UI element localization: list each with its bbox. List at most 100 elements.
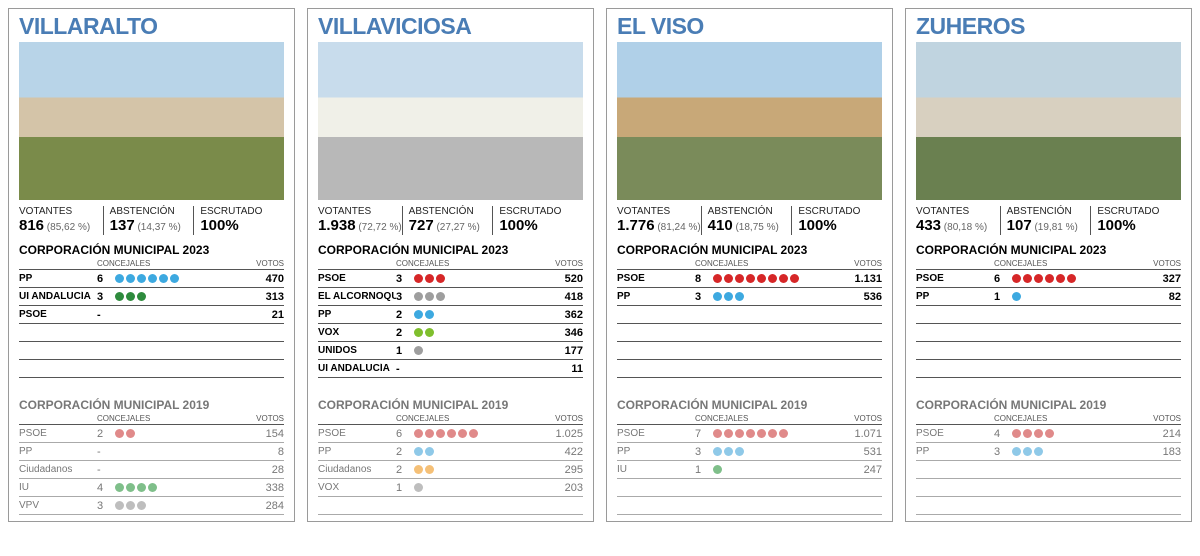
party-votes: 313 [234,291,284,303]
stat-value: 137 (14,37 %) [110,217,194,235]
councillor-dot [126,274,135,283]
party-name: PSOE [916,273,994,284]
table-header: CONCEJALESVOTOS [617,259,882,270]
party-dots [1012,429,1131,438]
party-name: Ciudadanos [19,464,97,475]
party-councillors: 2 [396,309,414,321]
party-dots [414,465,533,474]
header-votos: VOTOS [1131,414,1181,423]
stat-value: 1.938 (72,72 %) [318,217,402,235]
councillor-dot [425,292,434,301]
empty-row [19,360,284,378]
councillor-dot [137,292,146,301]
header-votos: VOTOS [1131,259,1181,268]
councillor-dot [1023,447,1032,456]
stat-label: VOTANTES [916,206,1000,217]
party-votes: 154 [234,428,284,440]
councillor-dot [1034,274,1043,283]
header-concejales: CONCEJALES [97,414,234,423]
escrutado-stat: ESCRUTADO100% [1090,206,1181,235]
party-row: PP-8 [19,443,284,461]
party-dots [414,328,533,337]
party-votes: 338 [234,482,284,494]
councillor-dot [1023,274,1032,283]
election-card: EL VISOVOTANTES1.776 (81,24 %)ABSTENCIÓN… [606,8,893,522]
party-councillors: - [97,464,115,476]
party-dots [1012,447,1131,456]
party-name: PSOE [19,309,97,320]
party-row: PP3536 [617,288,882,306]
party-row: PSOE71.071 [617,425,882,443]
councillor-dot [1045,429,1054,438]
party-name: UI ANDALUCÍA [318,363,396,374]
councillor-dot [724,274,733,283]
stat-value: 100% [499,217,583,235]
party-votes: 21 [234,309,284,321]
councillor-dot [746,429,755,438]
party-dots [713,465,832,474]
party-votes: 1.131 [832,273,882,285]
party-councillors: 6 [396,428,414,440]
cards-container: VILLARALTOVOTANTES816 (85,62 %)ABSTENCIÓ… [8,8,1192,522]
table-header: CONCEJALESVOTOS [916,259,1181,270]
election-card: ZUHEROSVOTANTES433 (80,18 %)ABSTENCIÓN10… [905,8,1192,522]
party-votes: 1.071 [832,428,882,440]
party-dots [713,292,832,301]
stat-label: ESCRUTADO [499,206,583,217]
councillor-dot [768,274,777,283]
stat-label: VOTANTES [19,206,103,217]
stat-value: 1.776 (81,24 %) [617,217,701,235]
party-votes: 327 [1131,273,1181,285]
party-name: VOX [318,482,396,493]
councillor-dot [469,429,478,438]
section-title-2023: CORPORACIÓN MUNICIPAL 2023 [318,243,583,257]
party-votes: 520 [533,273,583,285]
party-dots [414,447,533,456]
party-dots [1012,292,1131,301]
party-row: PP182 [916,288,1181,306]
party-name: EL ALCORNOQUE [318,291,396,302]
councillor-dot [148,274,157,283]
party-councillors: 1 [994,291,1012,303]
stat-value: 100% [200,217,284,235]
party-name: Ciudadanos [318,464,396,475]
councillor-dot [1034,429,1043,438]
party-votes: 183 [1131,446,1181,458]
party-votes: 11 [533,363,583,375]
party-row: Ciudadanos2295 [318,461,583,479]
party-row: UNIDOS1177 [318,342,583,360]
party-name: UNIDOS [318,345,396,356]
party-row: PSOE-21 [19,306,284,324]
party-councillors: - [97,446,115,458]
header-concejales: CONCEJALES [97,259,234,268]
councillor-dot [735,429,744,438]
header-votos: VOTOS [533,414,583,423]
party-councillors: 2 [396,464,414,476]
councillor-dot [746,274,755,283]
votantes-stat: VOTANTES816 (85,62 %) [19,206,103,235]
party-councillors: - [396,363,414,375]
party-dots [414,292,533,301]
councillor-dot [137,274,146,283]
party-dots [115,501,234,510]
councillor-dot [735,292,744,301]
party-name: PP [318,309,396,320]
abstencion-stat: ABSTENCIÓN107 (19,81 %) [1000,206,1091,235]
councillor-dot [137,501,146,510]
party-votes: 470 [234,273,284,285]
party-councillors: 7 [695,428,713,440]
party-dots [713,447,832,456]
councillor-dot [170,274,179,283]
party-dots [115,483,234,492]
party-councillors: 1 [396,482,414,494]
empty-row [916,306,1181,324]
party-row: UI ANDALUCÍA3313 [19,288,284,306]
party-row: Ciudadanos-28 [19,461,284,479]
party-councillors: 4 [97,482,115,494]
party-name: IU [617,464,695,475]
party-votes: 284 [234,500,284,512]
party-councillors: 3 [994,446,1012,458]
stat-label: ABSTENCIÓN [1007,206,1091,217]
councillor-dot [425,310,434,319]
party-votes: 8 [234,446,284,458]
